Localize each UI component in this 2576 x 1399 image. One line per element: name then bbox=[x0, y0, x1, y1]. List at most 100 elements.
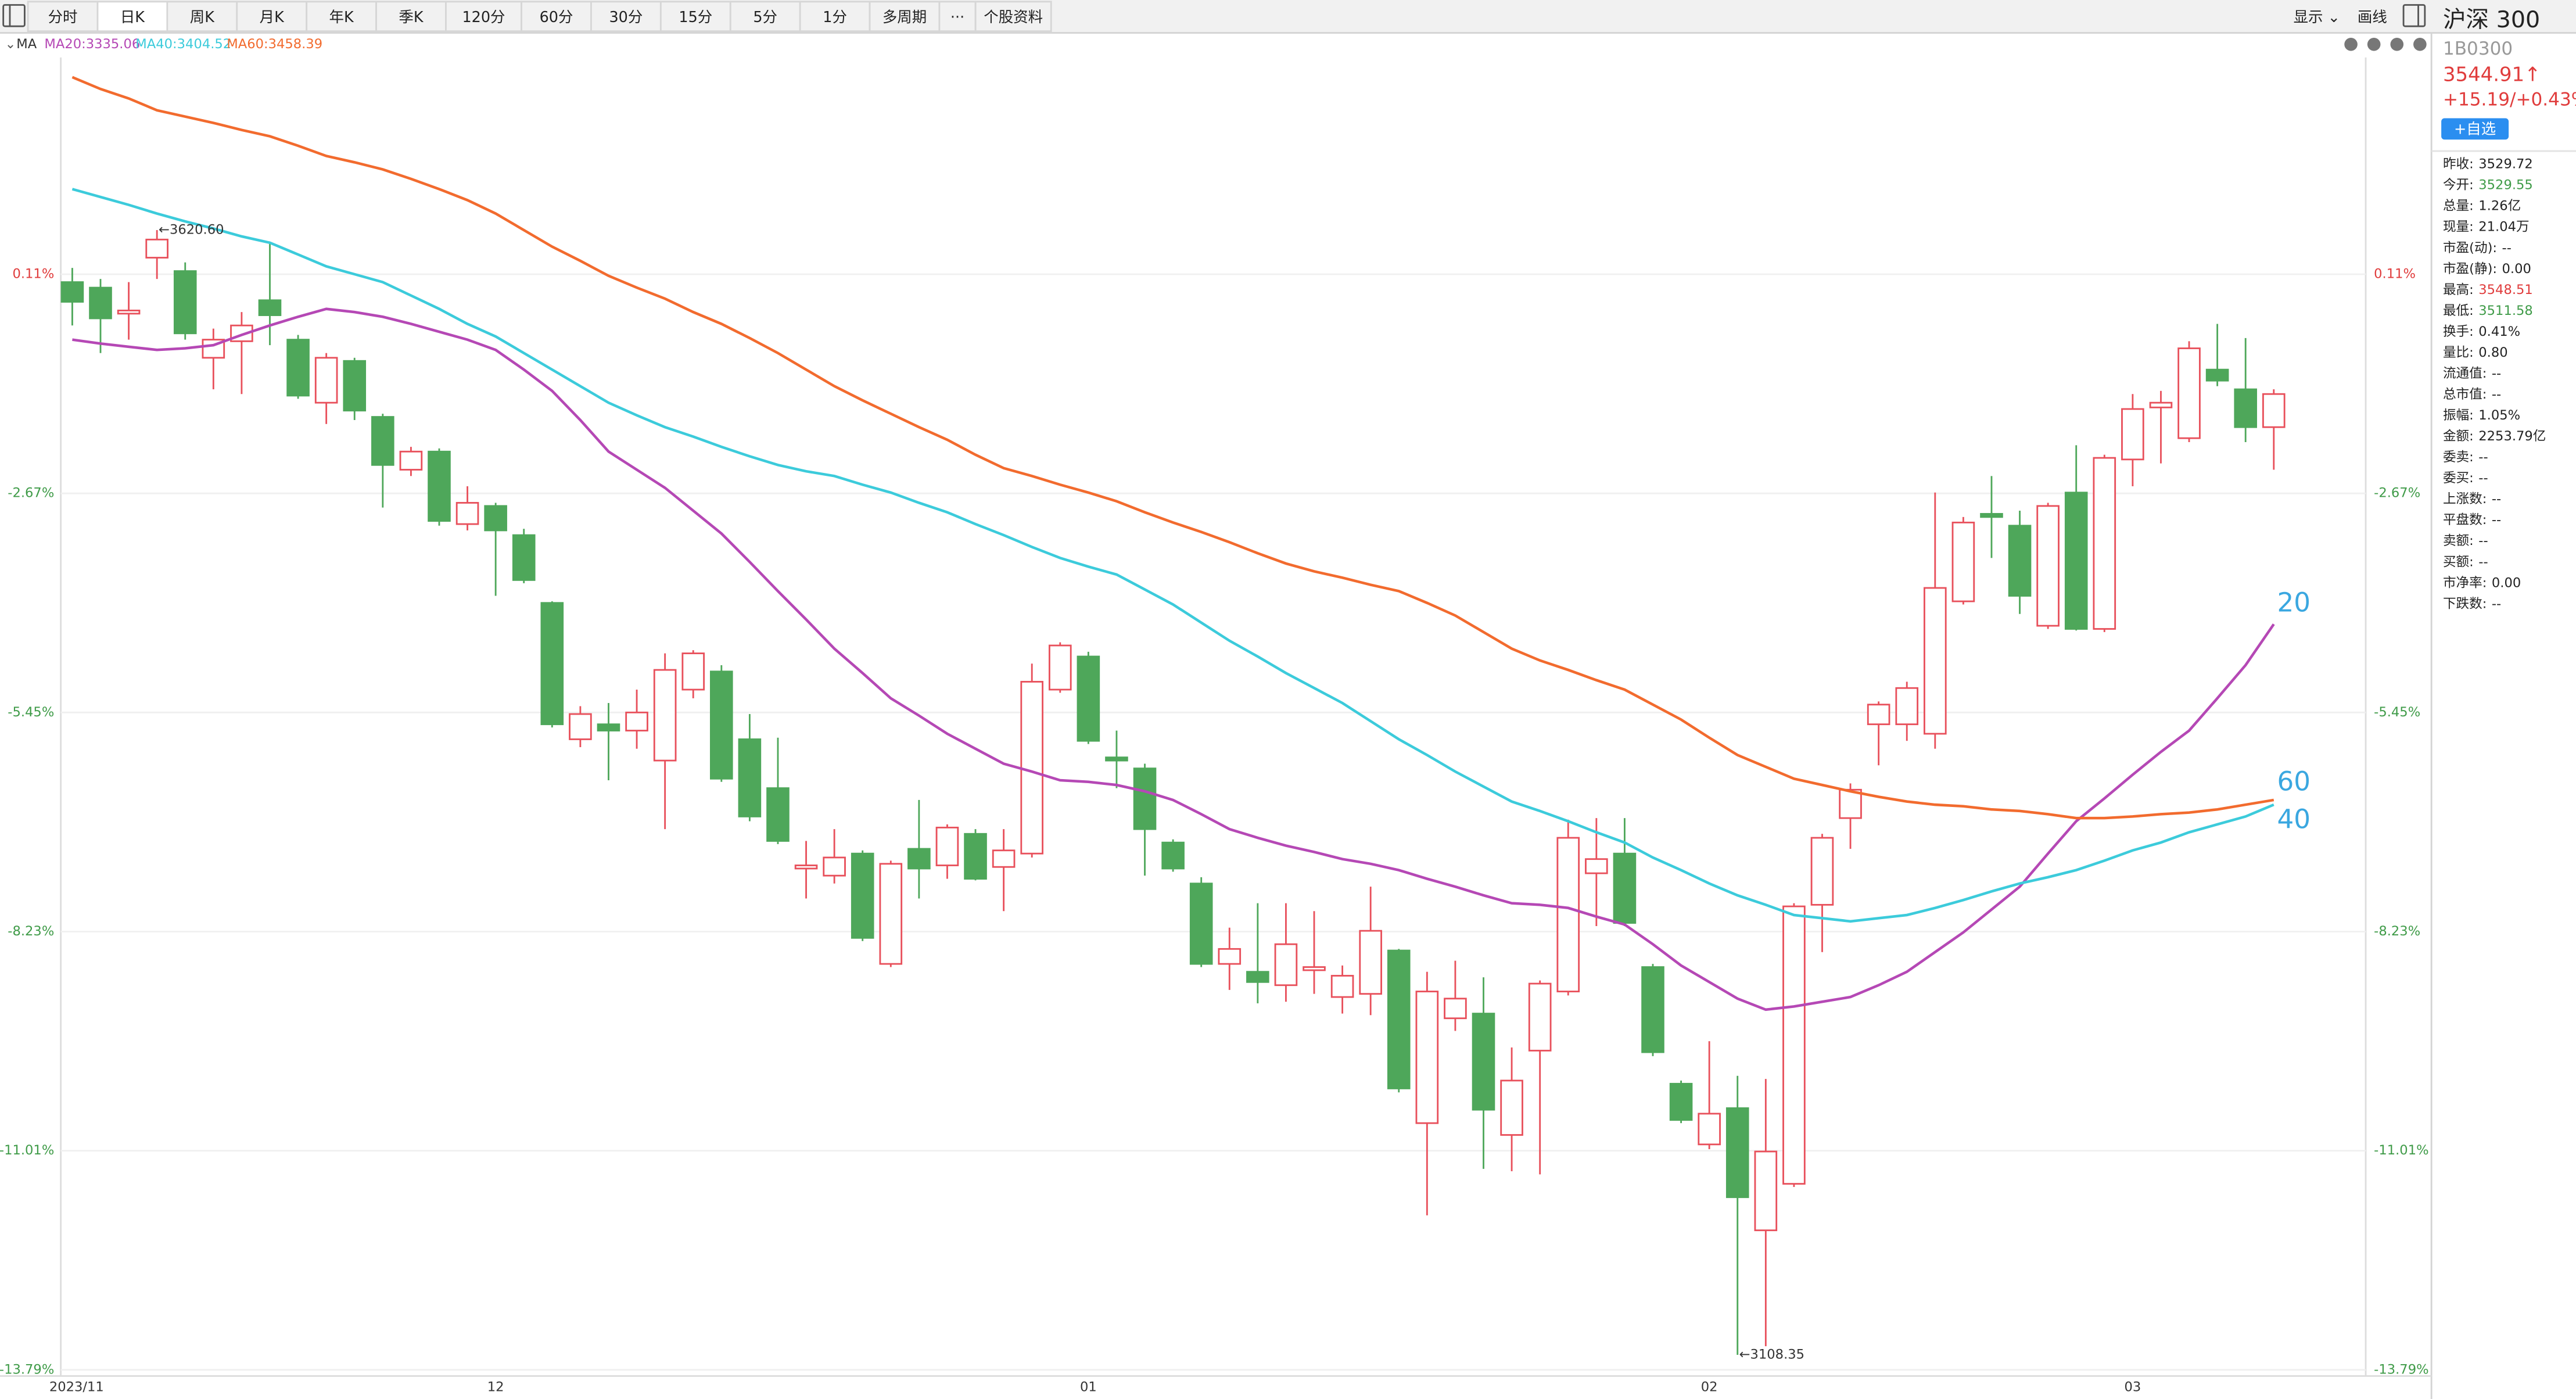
watchlist-button-label[interactable]: +自选 bbox=[2454, 120, 2496, 137]
sidebar-toggle[interactable] bbox=[2, 4, 26, 27]
candle-body bbox=[1020, 681, 1043, 855]
toolbar-action[interactable]: 画线 bbox=[2358, 8, 2387, 26]
candle-body bbox=[1867, 704, 1890, 726]
stat-row: 委卖: -- bbox=[2443, 450, 2488, 465]
candle-body bbox=[145, 238, 168, 259]
tab-label[interactable]: 60分 bbox=[540, 8, 573, 26]
tab-label[interactable]: 15分 bbox=[679, 8, 712, 26]
candle-body bbox=[597, 723, 620, 731]
x-tick-label: 01 bbox=[1080, 1380, 1097, 1395]
candle-body bbox=[428, 450, 451, 522]
candle-body bbox=[314, 357, 338, 404]
tab-bg[interactable] bbox=[974, 1, 1052, 33]
icon-close[interactable] bbox=[2413, 38, 2427, 51]
tab-bg[interactable] bbox=[27, 1, 99, 33]
tab-bg[interactable] bbox=[938, 1, 977, 33]
stat-value: -- bbox=[2492, 387, 2501, 402]
candle-body bbox=[1613, 852, 1637, 924]
candle-body bbox=[1161, 841, 1185, 870]
stat-row: 金额: 2253.79亿 bbox=[2443, 429, 2546, 444]
toolbar-action[interactable]: 显示 ⌄ bbox=[2294, 8, 2340, 26]
candle-body bbox=[1415, 991, 1439, 1124]
panel-toggle[interactable] bbox=[2402, 4, 2426, 27]
tab-label[interactable]: 分时 bbox=[48, 8, 78, 26]
tab-label[interactable]: 月K bbox=[260, 8, 285, 26]
tab-bg[interactable] bbox=[375, 1, 447, 33]
candle-body bbox=[2121, 408, 2144, 461]
stat-label: 昨收: bbox=[2443, 156, 2474, 171]
tab-bg[interactable] bbox=[869, 1, 941, 33]
candle-body bbox=[2177, 347, 2201, 439]
stat-row: 市盈(动): -- bbox=[2443, 240, 2512, 255]
candle-body bbox=[484, 505, 507, 532]
tab-label[interactable]: 30分 bbox=[609, 8, 643, 26]
candle-body bbox=[1725, 1107, 1749, 1199]
legend-caret[interactable]: ⌄ bbox=[5, 37, 16, 52]
tab-label[interactable]: 年K bbox=[329, 8, 354, 26]
candle-body bbox=[540, 602, 564, 726]
tab-bg[interactable] bbox=[729, 1, 801, 33]
index-name: 沪深 300 bbox=[2443, 6, 2540, 33]
tab-bg[interactable] bbox=[659, 1, 731, 33]
stat-value: 1.26亿 bbox=[2478, 198, 2521, 213]
stat-label: 总市值: bbox=[2443, 387, 2487, 402]
x-tick-label: 2023/11 bbox=[49, 1380, 104, 1395]
tab-bg[interactable] bbox=[236, 1, 308, 33]
watchlist-button[interactable] bbox=[2441, 118, 2509, 140]
tab-label[interactable]: 日K bbox=[120, 8, 145, 26]
stat-value: 0.41% bbox=[2478, 324, 2520, 339]
candle-body bbox=[1839, 788, 1862, 819]
stat-label: 换手: bbox=[2443, 324, 2474, 339]
icon-remove[interactable] bbox=[2390, 38, 2404, 51]
stat-value: 3529.72 bbox=[2478, 156, 2533, 171]
stat-label: 上涨数: bbox=[2443, 492, 2487, 507]
ma-end-label: 20 bbox=[2277, 587, 2310, 618]
candle-body bbox=[399, 450, 423, 471]
candle-body bbox=[2149, 401, 2173, 408]
icon-add[interactable] bbox=[2367, 38, 2381, 51]
tab-bg[interactable] bbox=[799, 1, 871, 33]
index-code: 1B0300 bbox=[2443, 38, 2513, 59]
stat-value: 1.05% bbox=[2478, 408, 2520, 423]
tab-bg[interactable] bbox=[306, 1, 377, 33]
stat-value: 3548.51 bbox=[2478, 282, 2533, 297]
candle-body bbox=[1698, 1113, 1721, 1146]
x-tick-label: 12 bbox=[487, 1380, 504, 1395]
candle-body bbox=[89, 286, 112, 320]
stat-value: 0.00 bbox=[2492, 575, 2521, 590]
tab-label[interactable]: ··· bbox=[950, 8, 964, 26]
tab-label[interactable]: 120分 bbox=[462, 8, 505, 26]
icon-minimize[interactable] bbox=[2344, 38, 2358, 51]
y-tick-label: -2.67% bbox=[8, 486, 54, 501]
stat-value: 2253.79亿 bbox=[2478, 429, 2546, 444]
tab-label[interactable]: 5分 bbox=[753, 8, 777, 26]
tab-label[interactable]: 周K bbox=[190, 8, 215, 26]
stat-label: 市净率: bbox=[2443, 575, 2487, 590]
candle-body bbox=[1387, 949, 1411, 1089]
stat-row: 换手: 0.41% bbox=[2443, 324, 2520, 339]
stat-row: 委买: -- bbox=[2443, 471, 2488, 486]
stat-label: 最低: bbox=[2443, 303, 2474, 318]
candle-body bbox=[1528, 982, 1552, 1052]
candle-body bbox=[1359, 930, 1382, 995]
candle-body bbox=[2064, 492, 2088, 630]
candle-body bbox=[710, 670, 733, 780]
candle-body bbox=[258, 299, 282, 316]
tab-bg[interactable] bbox=[166, 1, 238, 33]
stat-label: 总量: bbox=[2443, 198, 2474, 213]
tab-label[interactable]: 季K bbox=[399, 8, 424, 26]
candle-body bbox=[1303, 966, 1326, 971]
stat-value: 0.80 bbox=[2478, 345, 2507, 360]
tab-label[interactable]: 多周期 bbox=[882, 8, 927, 26]
stat-label: 最高: bbox=[2443, 282, 2474, 297]
candle-body bbox=[1924, 587, 1947, 735]
max-annotation: ←3620.60 bbox=[159, 223, 224, 238]
tab-label[interactable]: 1分 bbox=[823, 8, 847, 26]
candle-body bbox=[879, 863, 903, 965]
tab-label[interactable]: 个股资料 bbox=[984, 8, 1043, 26]
index-change: +15.19/+0.43% bbox=[2443, 89, 2576, 110]
tab-bg[interactable] bbox=[521, 1, 592, 33]
candle-body bbox=[286, 339, 310, 397]
candle-body bbox=[1048, 644, 1072, 691]
